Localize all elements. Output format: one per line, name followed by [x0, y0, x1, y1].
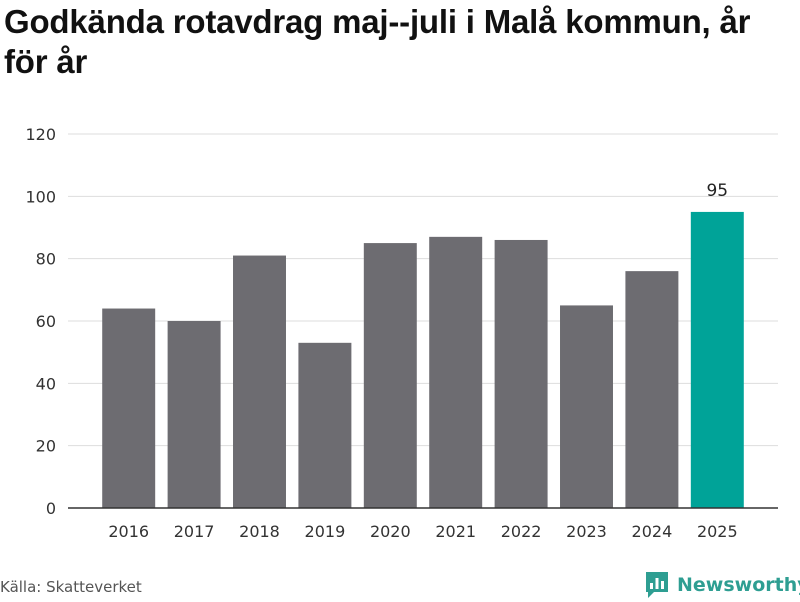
y-tick-label: 120 — [25, 125, 56, 144]
x-tick-label: 2022 — [501, 522, 542, 541]
x-tick-label: 2017 — [174, 522, 215, 541]
y-axis-ticks: 0 20 40 60 80 100 120 — [25, 125, 56, 518]
bar-2025 — [690, 211, 744, 508]
y-tick-label: 80 — [36, 250, 56, 269]
x-tick-label: 2025 — [697, 522, 738, 541]
x-axis-ticks: 2016 2017 2018 2019 2020 2021 2022 2023 2024 2025 — [108, 522, 737, 541]
y-tick-label: 20 — [36, 437, 56, 456]
x-tick-label: 2016 — [108, 522, 149, 541]
bar-2021 — [429, 236, 483, 508]
y-tick-label: 0 — [46, 499, 56, 518]
x-tick-label: 2024 — [632, 522, 673, 541]
bar-2022 — [494, 239, 548, 508]
x-tick-label: 2019 — [305, 522, 346, 541]
x-tick-label: 2018 — [239, 522, 280, 541]
x-tick-label: 2020 — [370, 522, 411, 541]
chart-title: Godkända rotavdrag maj--juli i Malå komm… — [4, 3, 751, 80]
y-tick-label: 100 — [25, 187, 56, 206]
bar-2016 — [102, 308, 156, 508]
x-tick-label: 2023 — [566, 522, 607, 541]
bar-2020 — [363, 243, 417, 509]
bar-2019 — [298, 342, 352, 508]
x-tick-label: 2021 — [435, 522, 476, 541]
source-note: Källa: Skatteverket — [0, 578, 142, 596]
bar-2018 — [233, 255, 286, 508]
brand-name: Newsworthy — [677, 574, 800, 596]
y-tick-label: 60 — [36, 312, 56, 331]
bar-2024 — [625, 271, 679, 508]
bar-2023 — [560, 305, 613, 508]
bar-2017 — [167, 321, 221, 508]
data-labels: 95 — [706, 181, 728, 201]
data-label: 95 — [706, 181, 728, 201]
newsworthy-logo-icon — [646, 572, 668, 598]
brand-logo: Newsworthy — [644, 568, 800, 602]
bars — [102, 211, 744, 509]
y-tick-label: 40 — [36, 374, 56, 393]
